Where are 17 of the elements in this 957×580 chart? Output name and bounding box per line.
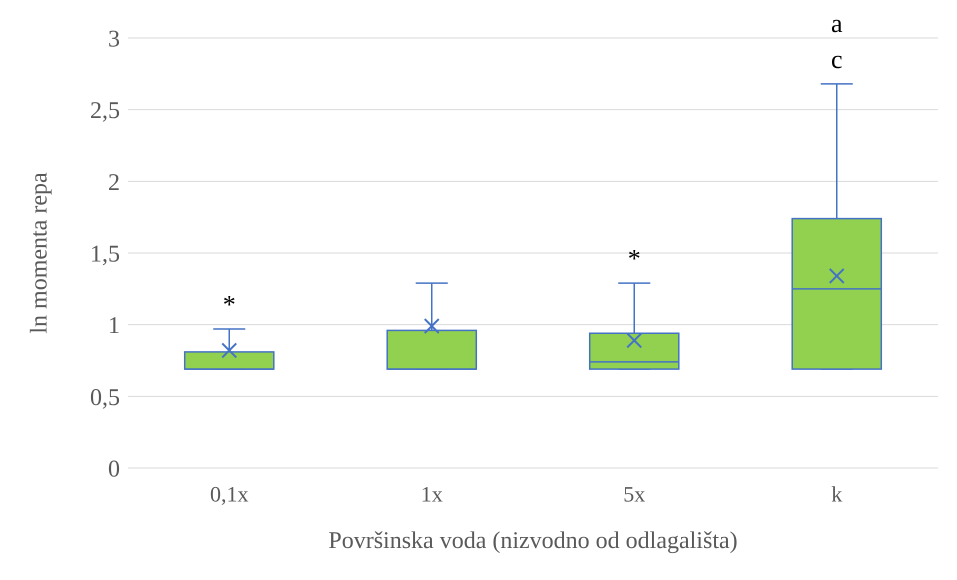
- x-tick-label: k: [831, 482, 842, 507]
- text: a: [830, 8, 843, 38]
- x-tick-label: 0,1x: [210, 482, 248, 507]
- x-tick-label: 1x: [420, 482, 443, 507]
- y-tick-label: 1: [108, 313, 120, 340]
- annotation: *: [222, 290, 236, 319]
- y-tick-label: 0: [108, 456, 120, 483]
- y-tick-label: 0,5: [90, 384, 120, 411]
- y-tick-label: 3: [108, 26, 120, 53]
- y-axis-title: ln momenta repa: [26, 172, 53, 334]
- y-tick-label: 1,5: [90, 242, 120, 268]
- x-tick-label: 5x: [623, 482, 646, 507]
- x-axis-title: Površinska voda (nizvodno od odlagališta): [328, 528, 738, 554]
- y-tick-label: 2,5: [90, 98, 120, 124]
- y-tick-label: 2: [108, 170, 120, 196]
- annotation: c: [830, 44, 843, 74]
- annotation: *: [628, 244, 641, 274]
